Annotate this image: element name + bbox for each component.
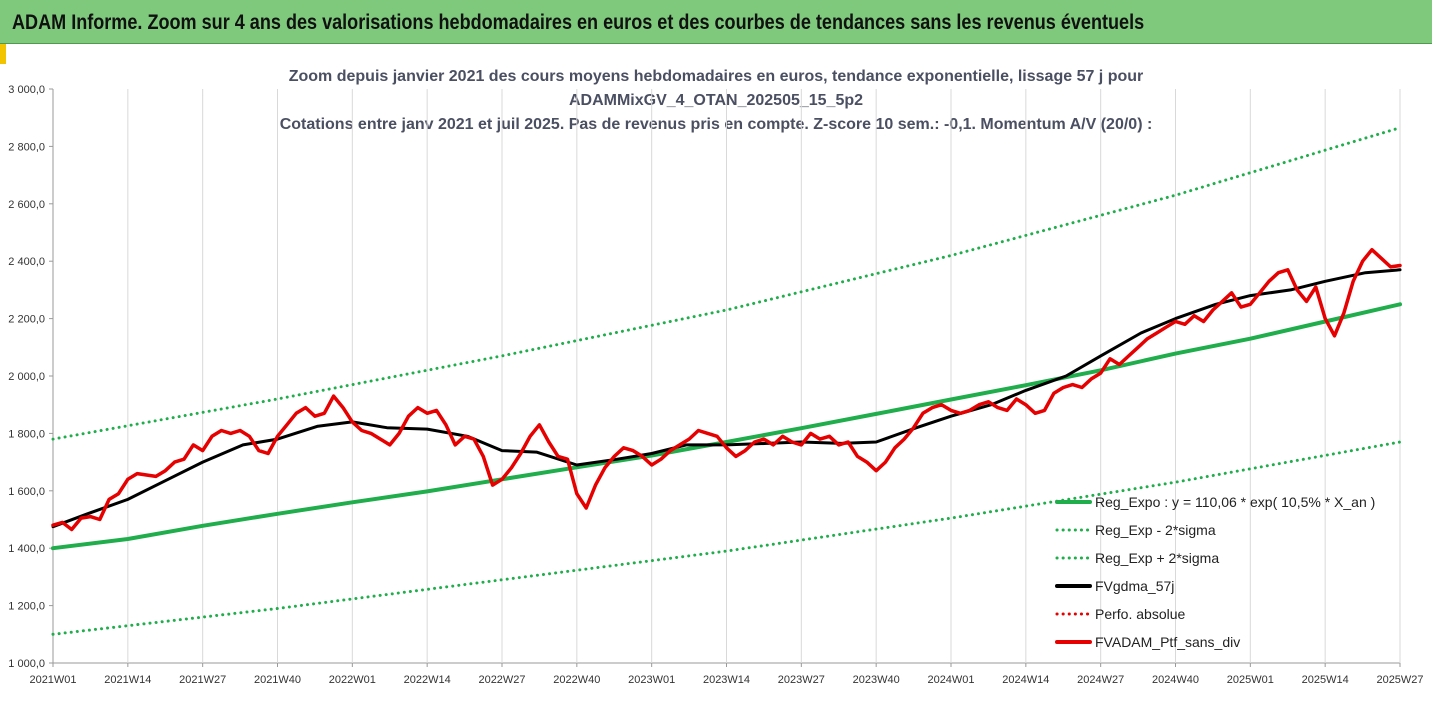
x-tick-label: 2024W27 bbox=[1077, 674, 1124, 686]
series-fvadam-ptf-sans-div bbox=[51, 247, 1402, 532]
x-tick-label: 2024W14 bbox=[1002, 674, 1049, 686]
x-tick-label: 2022W14 bbox=[404, 674, 451, 686]
corner-accent bbox=[0, 44, 6, 64]
x-tick-label: 2023W14 bbox=[703, 674, 750, 686]
chart-title-line-1: Zoom depuis janvier 2021 des cours moyen… bbox=[289, 68, 1144, 85]
legend-label: Reg_Exp - 2*sigma bbox=[1095, 522, 1216, 538]
chart: Zoom depuis janvier 2021 des cours moyen… bbox=[0, 44, 1432, 719]
y-tick-label: 1 800,0 bbox=[8, 428, 45, 440]
x-tick-label: 2021W27 bbox=[179, 674, 226, 686]
y-tick-label: 1 600,0 bbox=[8, 486, 45, 498]
x-tick-label: 2022W27 bbox=[478, 674, 525, 686]
x-tick-label: 2021W14 bbox=[104, 674, 151, 686]
series-reg-expo bbox=[51, 302, 1402, 551]
x-tick-label: 2023W40 bbox=[853, 674, 900, 686]
y-tick-label: 2 000,0 bbox=[8, 371, 45, 383]
legend-label: FVADAM_Ptf_sans_div bbox=[1095, 634, 1240, 650]
x-tick-label: 2024W01 bbox=[927, 674, 974, 686]
chart-canvas: Zoom depuis janvier 2021 des cours moyen… bbox=[8, 68, 1423, 686]
y-tick-label: 1 000,0 bbox=[8, 658, 45, 670]
y-tick-label: 1 200,0 bbox=[8, 601, 45, 613]
legend-label: Reg_Exp + 2*sigma bbox=[1095, 550, 1219, 566]
chart-title-line-3: Cotations entre janv 2021 et juil 2025. … bbox=[280, 116, 1153, 133]
series-reg-exp-minus-2sigma bbox=[51, 440, 1402, 636]
y-tick-label: 3 000,0 bbox=[8, 84, 45, 96]
x-tick-label: 2025W27 bbox=[1376, 674, 1423, 686]
x-tick-label: 2025W14 bbox=[1302, 674, 1349, 686]
legend-label: FVgdma_57j bbox=[1095, 578, 1174, 594]
x-tick-label: 2023W27 bbox=[778, 674, 825, 686]
y-tick-label: 1 400,0 bbox=[8, 543, 45, 555]
y-tick-label: 2 400,0 bbox=[8, 256, 45, 268]
chart-title-line-2: ADAMMixGV_4_OTAN_202505_15_5p2 bbox=[569, 92, 863, 109]
x-tick-label: 2021W01 bbox=[29, 674, 76, 686]
y-tick-label: 2 600,0 bbox=[8, 199, 45, 211]
x-tick-label: 2022W40 bbox=[553, 674, 600, 686]
y-tick-label: 2 800,0 bbox=[8, 141, 45, 153]
x-tick-label: 2025W01 bbox=[1227, 674, 1274, 686]
legend-label: Reg_Expo : y = 110,06 * exp( 10,5% * X_a… bbox=[1095, 494, 1375, 510]
x-tick-label: 2024W40 bbox=[1152, 674, 1199, 686]
legend-label: Perfo. absolue bbox=[1095, 606, 1185, 622]
header-banner: ADAM Informe. Zoom sur 4 ans des valoris… bbox=[0, 0, 1432, 44]
x-tick-label: 2023W01 bbox=[628, 674, 675, 686]
x-tick-label: 2022W01 bbox=[329, 674, 376, 686]
page-title: ADAM Informe. Zoom sur 4 ans des valoris… bbox=[12, 11, 1145, 34]
y-tick-label: 2 200,0 bbox=[8, 314, 45, 326]
x-tick-label: 2021W40 bbox=[254, 674, 301, 686]
